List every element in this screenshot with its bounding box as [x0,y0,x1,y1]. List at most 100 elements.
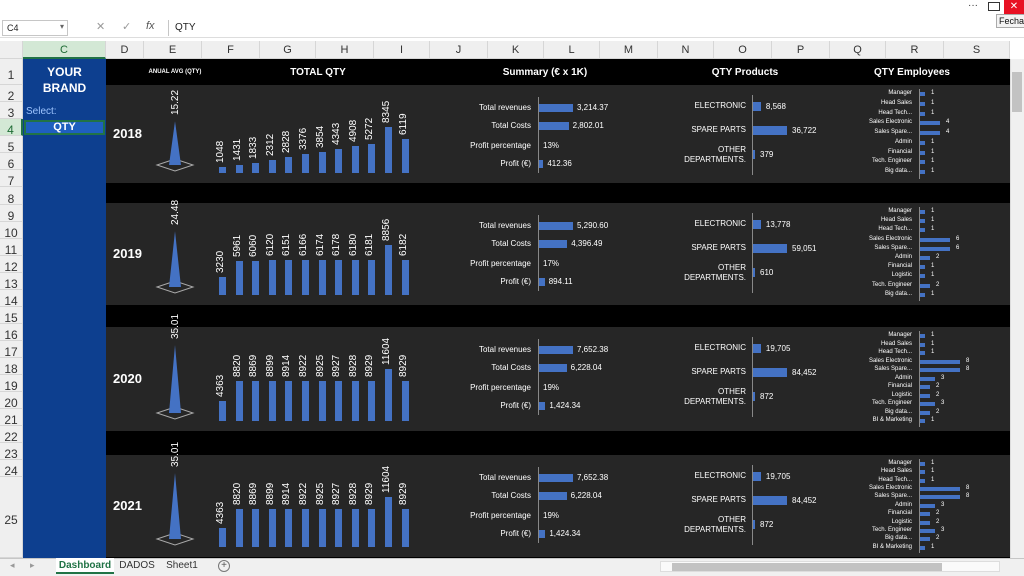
column-header-d[interactable]: D [106,41,144,59]
row-header-5[interactable]: 5 [0,136,23,154]
employee-bar [920,495,960,500]
tab-dados[interactable]: DADOS [119,560,155,571]
cone-mark [169,231,181,287]
select-all-corner[interactable] [0,41,23,59]
qty-bar-label: 6060 [248,234,260,257]
row-header-6[interactable]: 6 [0,153,23,171]
column-header-p[interactable]: P [772,41,830,59]
name-box-dropdown-icon[interactable]: ▾ [59,22,64,31]
name-box[interactable]: C4 ▾ [2,20,68,36]
row-header-9[interactable]: 9 [0,205,23,223]
employee-value: 6 [956,244,960,251]
horizontal-scroll-thumb[interactable] [672,563,942,571]
employee-value: 4 [946,129,950,136]
qty-bar [285,157,293,173]
vertical-scroll-thumb[interactable] [1012,72,1022,112]
more-options-icon[interactable]: ··· [968,0,978,11]
product-bar [753,520,755,529]
summary-value: 13% [543,141,560,150]
row-header-20[interactable]: 20 [0,392,23,410]
employee-bar [920,503,935,508]
row-header-15[interactable]: 15 [0,307,23,325]
row-header-14[interactable]: 14 [0,290,23,308]
row-header-23[interactable]: 23 [0,443,23,461]
column-header-o[interactable]: O [714,41,772,59]
qty-bar-label: 8929 [397,482,409,505]
qty-bar-label: 2828 [281,131,293,154]
employee-value: 2 [936,391,940,398]
row-header-22[interactable]: 22 [0,426,23,444]
next-sheet-icon[interactable]: ▸ [30,560,35,570]
column-header-k[interactable]: K [488,41,544,59]
row-header-12[interactable]: 12 [0,256,23,274]
qty-bar [302,381,309,421]
row-header-7[interactable]: 7 [0,170,23,188]
enter-icon[interactable]: ✓ [122,21,132,33]
summary-label: Total revenues [478,473,531,482]
employee-value: 3 [941,526,945,533]
qty-bar [268,508,276,547]
row-header-1[interactable]: 1 [0,59,23,85]
employee-label: Sales Spare... [874,244,912,251]
column-header-s[interactable]: S [944,41,1010,59]
employee-value: 1 [931,109,935,116]
row-header-24[interactable]: 24 [0,460,23,478]
metric-select-cell[interactable]: QTY [24,120,105,135]
row-header-21[interactable]: 21 [0,409,23,427]
row-header-3[interactable]: 3 [0,102,23,120]
tab-dashboard[interactable]: Dashboard [56,558,114,574]
employee-bar [920,520,930,525]
tab-sheet1[interactable]: Sheet1 [166,560,198,571]
column-header-c[interactable]: C [23,41,106,59]
qty-bar-label: 6182 [397,233,409,257]
qty-bar-label: 8928 [347,482,359,505]
product-bar [753,220,761,229]
add-sheet-icon[interactable]: + [218,560,230,572]
employee-label: Big data... [884,535,912,542]
column-header-j[interactable]: J [430,41,488,59]
employee-bar [920,342,925,347]
row-header-16[interactable]: 16 [0,324,23,342]
summary-bar [539,346,573,354]
column-header-l[interactable]: L [544,41,600,59]
employee-label: BI & Marketing [872,543,912,550]
product-label: OTHER DEPARTMENTS. [684,263,746,282]
column-header-n[interactable]: N [658,41,714,59]
employee-bar [920,111,925,116]
row-header-17[interactable]: 17 [0,341,23,359]
row-header-11[interactable]: 11 [0,239,23,257]
qty-bar-label: 4343 [331,122,343,146]
vertical-scrollbar[interactable] [1010,59,1024,558]
product-value: 84,452 [792,368,817,377]
row-header-4[interactable]: 4 [0,119,23,137]
employee-label: Logistic [891,518,912,525]
row-header-10[interactable]: 10 [0,222,23,240]
restore-window-icon[interactable] [988,2,1000,11]
column-header-r[interactable]: R [886,41,944,59]
row-header-8[interactable]: 8 [0,187,23,206]
column-header-e[interactable]: E [144,41,202,59]
summary-bar [539,402,546,410]
qty-bar-label: 8869 [248,355,260,378]
formula-input[interactable]: QTY [168,20,996,36]
column-header-h[interactable]: H [316,41,374,59]
row-header-25[interactable]: 25 [0,477,23,558]
employee-value: 8 [966,485,970,492]
row-header-13[interactable]: 13 [0,273,23,291]
cancel-icon[interactable]: ✕ [96,21,106,33]
prev-sheet-icon[interactable]: ◂ [10,560,15,570]
employee-bar [920,274,925,279]
row-header-18[interactable]: 18 [0,358,23,376]
column-header-i[interactable]: I [374,41,430,59]
qty-bar-label: 1833 [248,136,260,159]
column-header-g[interactable]: G [260,41,316,59]
column-header-f[interactable]: F [202,41,260,59]
column-header-m[interactable]: M [600,41,658,59]
row-header-19[interactable]: 19 [0,375,23,393]
insert-function-icon[interactable]: fx [146,20,155,32]
close-window-button[interactable]: ✕ [1004,0,1024,14]
row-header-2[interactable]: 2 [0,85,23,103]
column-header-q[interactable]: Q [830,41,886,59]
product-value: 610 [760,268,774,277]
summary-bar [539,122,569,130]
